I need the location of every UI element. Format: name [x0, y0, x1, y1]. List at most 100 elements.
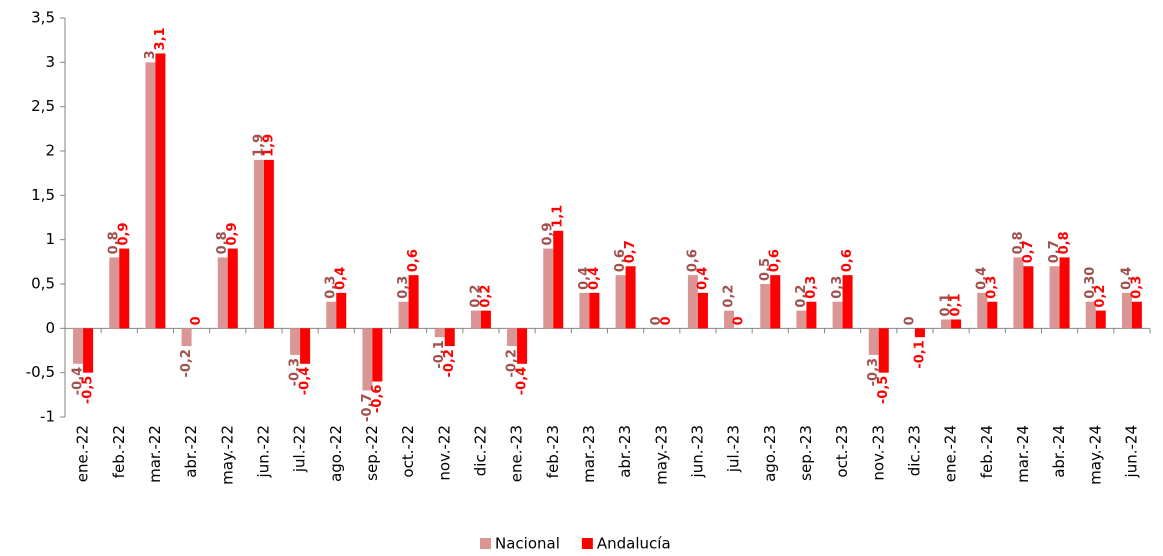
data-label: 0,3: [804, 276, 819, 299]
data-label: 0,2: [468, 285, 483, 308]
data-label: 1,9: [261, 134, 276, 157]
data-label: 0,3: [985, 276, 1000, 299]
bar: [517, 328, 528, 364]
bar: [290, 328, 301, 355]
bar: [73, 328, 84, 364]
x-tick-label: ene.-24: [942, 425, 960, 482]
data-label: -0,2: [505, 349, 520, 377]
data-label: 0,30: [1083, 267, 1098, 299]
bar: [977, 292, 988, 329]
data-label: 0,6: [406, 249, 421, 272]
data-label: -0,4: [71, 367, 86, 395]
x-tick-label: ago.-23: [761, 425, 779, 482]
x-tick-label: jul.-22: [291, 425, 309, 473]
data-label: 0,6: [768, 249, 783, 272]
data-label: -0,1: [912, 340, 927, 368]
bar: [615, 275, 626, 329]
data-label: 0,4: [975, 267, 990, 290]
bar: [253, 159, 264, 329]
bar: [625, 266, 636, 329]
x-tick-label: dic.-23: [905, 425, 923, 476]
bar: [1121, 292, 1132, 329]
bar: [543, 248, 554, 329]
x-tick-label: oct.-23: [833, 425, 851, 478]
bar: [796, 310, 807, 329]
data-label: 0,6: [840, 249, 855, 272]
y-tick-label: 3: [45, 53, 55, 71]
data-label: -0,7: [360, 393, 375, 421]
data-label: -0,4: [298, 367, 313, 395]
bar: [217, 257, 228, 329]
x-tick-label: abr.-23: [616, 425, 634, 478]
bar: [372, 328, 383, 382]
data-label: 0,8: [1057, 231, 1072, 254]
x-tick-label: may.-22: [218, 425, 236, 485]
data-label: 0,8: [215, 231, 230, 254]
data-label: 0,8: [1011, 231, 1026, 254]
bar: [398, 301, 409, 329]
bar: [914, 328, 925, 338]
data-label: 0,3: [830, 276, 845, 299]
bar: [507, 328, 518, 347]
bar: [832, 301, 843, 329]
y-tick-label: 0,5: [31, 275, 55, 293]
x-tick-label: jul.-23: [725, 425, 743, 473]
data-label: 0,4: [695, 267, 710, 290]
data-label: 0,9: [117, 223, 132, 246]
data-label: 0,6: [613, 249, 628, 272]
bar: [868, 328, 879, 355]
bar: [987, 301, 998, 329]
legend-swatch: [581, 538, 593, 549]
bar: [579, 292, 590, 329]
x-tick-label: nov.-22: [435, 425, 453, 481]
bar: [362, 328, 373, 391]
data-label: 0,3: [396, 276, 411, 299]
x-tick-label: may.-24: [1086, 425, 1104, 485]
data-label: 3,1: [153, 27, 168, 50]
bar: [1085, 301, 1096, 329]
data-label: -0,3: [866, 358, 881, 386]
data-label: -0,5: [81, 376, 96, 404]
data-label: 0,9: [225, 223, 240, 246]
data-label: 0,4: [1119, 267, 1134, 290]
data-label: 0,4: [577, 267, 592, 290]
data-label: -0,1: [432, 340, 447, 368]
bar: [470, 310, 481, 329]
x-tick-label: abr.-22: [182, 425, 200, 478]
data-label: 0: [659, 316, 674, 325]
data-label: 0,2: [478, 285, 493, 308]
data-label: 0,9: [541, 223, 556, 246]
x-tick-label: feb.-23: [544, 425, 562, 478]
bar: [336, 292, 347, 329]
data-label: 0,4: [587, 267, 602, 290]
data-label: 0,7: [1021, 240, 1036, 263]
y-tick-label: 2,5: [31, 97, 55, 115]
y-tick-label: 0: [45, 319, 55, 337]
y-tick-label: -0,5: [26, 363, 55, 381]
data-label: 0,8: [107, 231, 122, 254]
data-label: 0,7: [1047, 240, 1062, 263]
data-label: 0,2: [794, 285, 809, 308]
bar: [1013, 257, 1024, 329]
y-tick-label: 3,5: [31, 9, 55, 27]
bar: [181, 328, 192, 347]
data-label: 3: [143, 50, 158, 59]
data-label: 0: [732, 316, 747, 325]
data-label: 0,1: [949, 293, 964, 316]
bar: [951, 319, 962, 329]
x-tick-label: feb.-22: [110, 425, 128, 478]
x-tick-label: nov.-23: [869, 425, 887, 481]
bar: [300, 328, 311, 364]
bar: [770, 275, 781, 329]
bar: [326, 301, 337, 329]
bar: [687, 275, 698, 329]
bar: [589, 292, 600, 329]
data-label: 0,3: [1129, 276, 1144, 299]
bar: [480, 310, 491, 329]
y-tick-label: 1,5: [31, 186, 55, 204]
data-label: 0,2: [722, 285, 737, 308]
bar: [1131, 301, 1142, 329]
x-tick-label: ene.-22: [74, 425, 92, 482]
x-tick-label: abr.-24: [1050, 425, 1068, 478]
